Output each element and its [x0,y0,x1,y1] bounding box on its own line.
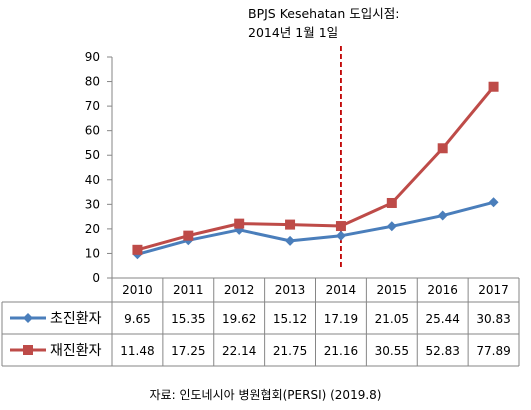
data-point [386,221,397,232]
legend-key-2 [10,345,46,355]
data-point [183,230,194,241]
data-label: 25.44 [426,312,460,326]
data-table: 2010 2011 2012 2013 2014 2015 2016 2017 초진환자 9.65… [1,277,520,367]
legend-label: 재진환자 [50,343,102,359]
legend-key-marker [23,313,33,323]
series-line [137,200,494,256]
series-line [137,85,495,252]
data-label: 21.16 [324,344,358,358]
data-label: 15.35 [171,312,205,326]
data-label: 17.25 [171,344,205,358]
data-label: 9.65 [124,312,151,326]
y-tick-label: 50 [85,148,100,162]
data-point [437,143,448,154]
x-tick-label: 2013 [275,283,306,297]
source-note: 자료: 인도네시아 병원협회(PERSI) (2019.8) [149,388,382,402]
x-tick-label: 2011 [173,283,204,297]
data-point [437,210,448,221]
x-tick-label: 2017 [478,283,509,297]
data-label: 30.83 [476,312,510,326]
annotation-line-2: 2014년 1월 1일 [248,25,339,40]
annotation-line-1: BPJS Kesehatan 도입시점: [248,6,400,21]
x-tick-label: 2012 [224,283,255,297]
chart-series [132,81,499,260]
y-tick-label: 70 [85,99,100,113]
y-tick-label: 10 [85,246,100,260]
y-tick-label: 80 [85,75,100,89]
data-point [488,197,499,208]
data-point [285,235,296,246]
x-tick-label: 2016 [427,283,458,297]
data-label: 30.55 [375,344,409,358]
data-point [234,218,245,229]
data-label: 21.75 [273,344,307,358]
data-point [285,219,296,230]
data-point [335,230,346,241]
data-label: 15.12 [273,312,307,326]
y-tick-label: 30 [85,197,100,211]
series-2 [132,81,499,255]
data-point [132,244,143,255]
y-axis-ticks: 0 10 20 30 40 50 60 70 80 90 [85,50,112,285]
x-tick-label: 2010 [122,283,153,297]
data-label: 77.89 [476,344,510,358]
legend-label: 초진환자 [50,311,102,327]
data-label: 17.19 [324,312,358,326]
y-tick-label: 90 [85,50,100,64]
data-point [335,221,346,232]
x-tick-label: 2015 [377,283,408,297]
y-tick-label: 20 [85,222,100,236]
data-point [488,81,499,92]
y-tick-label: 40 [85,173,100,187]
y-tick-label: 0 [92,271,100,285]
data-label: 22.14 [222,344,256,358]
data-point [386,197,397,208]
data-label: 21.05 [375,312,409,326]
legend-key-marker [23,345,33,355]
y-tick-label: 60 [85,124,100,138]
data-label: 19.62 [222,312,256,326]
data-label: 52.83 [426,344,460,358]
policy-annotation: BPJS Kesehatan 도입시점: 2014년 1월 1일 [248,4,399,42]
legend-key-1 [10,313,46,323]
data-label: 11.48 [120,344,154,358]
x-tick-label: 2014 [326,283,357,297]
series-1 [132,197,499,260]
